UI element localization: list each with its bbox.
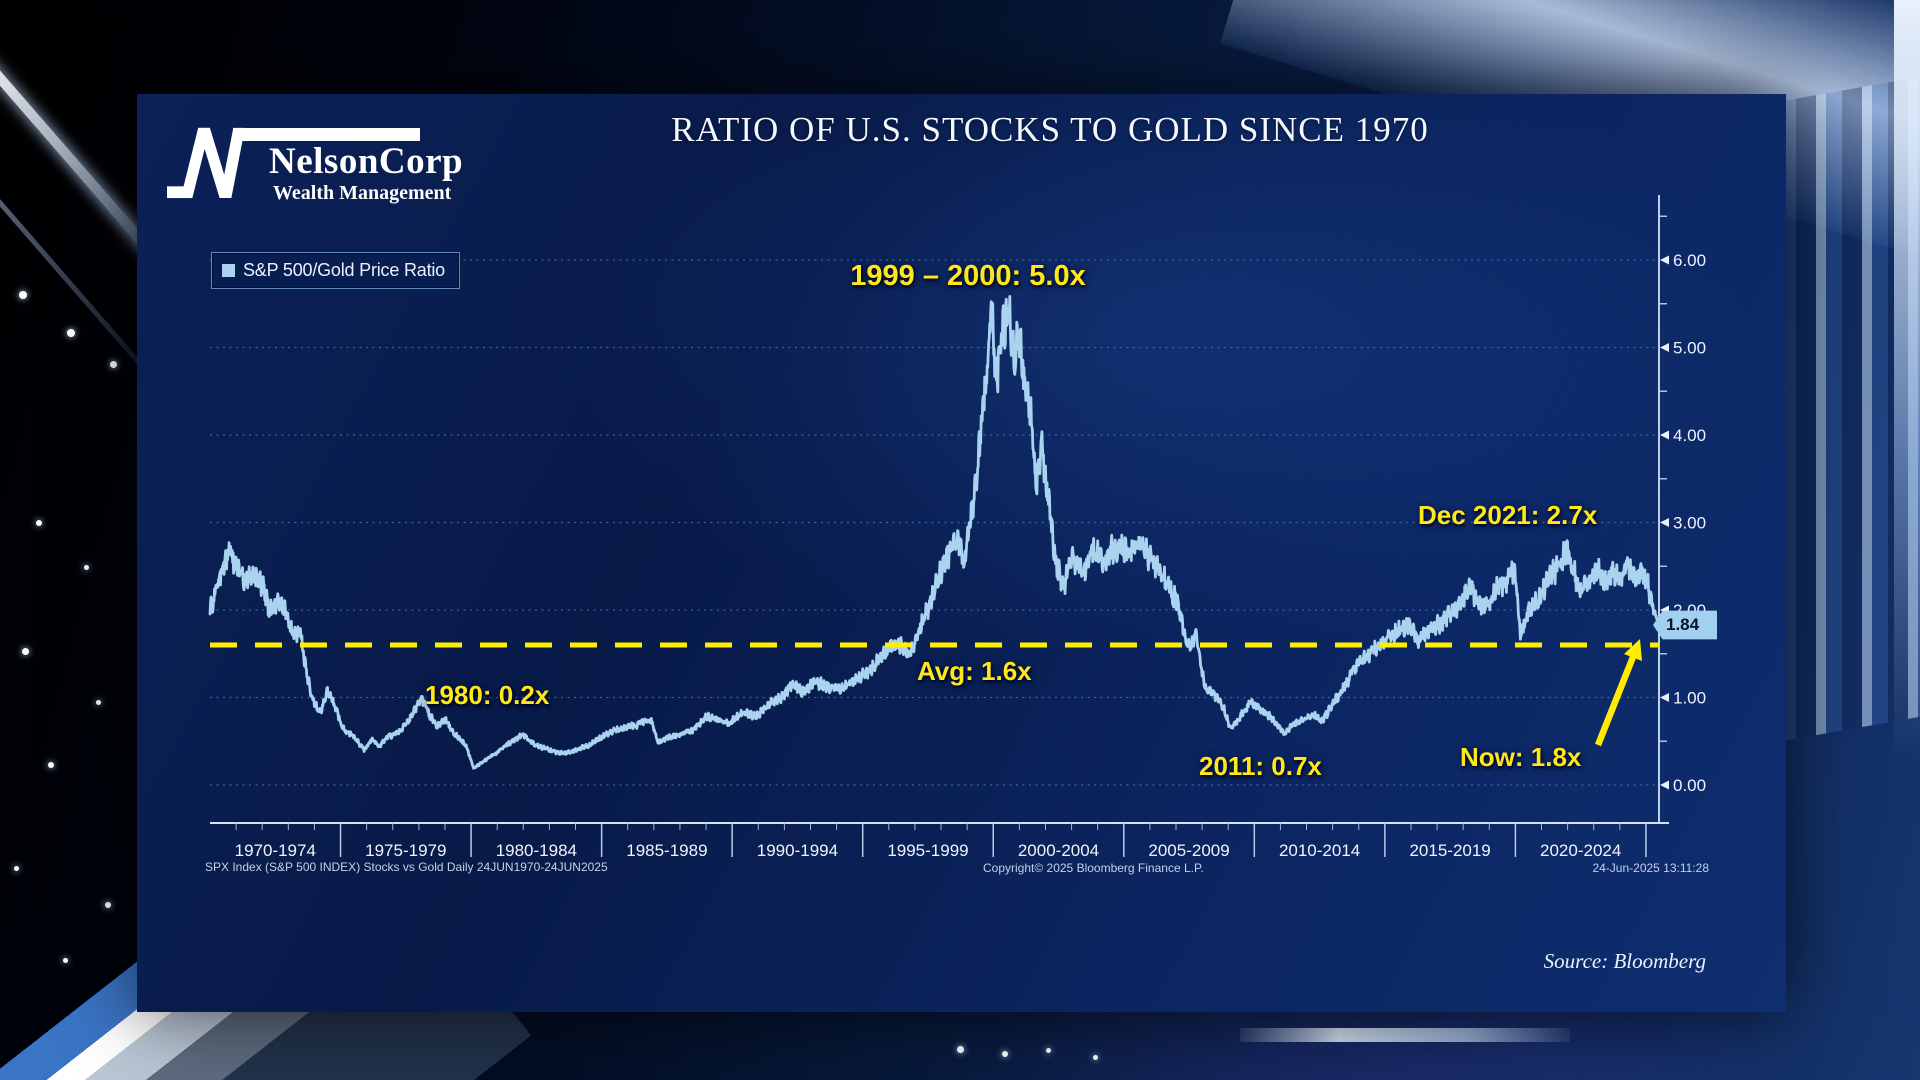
- y-tick-label: 4.00: [1673, 426, 1706, 445]
- x-tick-label: 2000-2004: [1018, 841, 1099, 860]
- y-tick-arrow-icon: [1660, 518, 1669, 527]
- annotation-dec-2021: Dec 2021: 2.7x: [1418, 500, 1598, 530]
- y-tick-label: 5.00: [1673, 339, 1706, 358]
- legend-marker-icon: [222, 264, 235, 277]
- last-value-tag: 1.84: [1653, 610, 1717, 640]
- led-dot: [19, 291, 27, 299]
- floor-light-bar: [1240, 1028, 1570, 1042]
- nelsoncorp-logo: NelsonCorp Wealth Management: [167, 118, 467, 208]
- annotation-average: Avg: 1.6x: [917, 656, 1032, 686]
- footnote-copyright: Copyright© 2025 Bloomberg Finance L.P.: [983, 861, 1204, 875]
- footnote-ticker: SPX Index (S&P 500 INDEX) Stocks vs Gold…: [205, 860, 608, 874]
- right-bright-edge: [1894, 0, 1920, 760]
- led-dot: [1046, 1048, 1051, 1053]
- y-tick-arrow-icon: [1660, 343, 1669, 352]
- led-dot: [96, 700, 101, 705]
- y-tick-label: 0.00: [1673, 776, 1706, 795]
- y-tick-label: 1.00: [1673, 689, 1706, 708]
- led-dot: [67, 329, 75, 337]
- now-arrow-shaft: [1594, 655, 1637, 747]
- x-tick-label: 2020-2024: [1540, 841, 1621, 860]
- x-tick-label: 2015-2019: [1409, 841, 1490, 860]
- led-dot: [1093, 1055, 1098, 1060]
- x-tick-label: 1990-1994: [757, 841, 838, 860]
- y-tick-arrow-icon: [1660, 693, 1669, 702]
- y-tick-label: 6.00: [1673, 251, 1706, 270]
- y-tick-arrow-icon: [1660, 255, 1669, 265]
- x-tick-label: 1985-1989: [626, 841, 707, 860]
- x-tick-label: 2005-2009: [1148, 841, 1229, 860]
- led-dot: [22, 648, 29, 655]
- led-dot: [14, 866, 19, 871]
- now-arrow-head-icon: [1624, 639, 1642, 661]
- annotation-now: Now: 1.8x: [1460, 742, 1582, 772]
- led-dot: [1002, 1051, 1008, 1057]
- logo-top-bar: [233, 128, 420, 141]
- logo-tagline: Wealth Management: [273, 182, 452, 204]
- x-tick-label: 1970-1974: [235, 841, 316, 860]
- led-dot: [105, 902, 111, 908]
- led-dot: [48, 762, 54, 768]
- y-tick-arrow-icon: [1660, 430, 1669, 440]
- led-dot: [84, 565, 89, 570]
- led-dot: [36, 520, 42, 526]
- x-tick-label: 1995-1999: [887, 841, 968, 860]
- x-tick-label: 2010-2014: [1279, 841, 1360, 860]
- led-dot: [957, 1046, 964, 1053]
- legend-label: S&P 500/Gold Price Ratio: [243, 260, 445, 280]
- legend: S&P 500/Gold Price Ratio: [211, 252, 460, 289]
- logo-n-icon: [167, 127, 245, 199]
- annotation-1999-2000-peak: 1999 – 2000: 5.0x: [850, 260, 1086, 292]
- chart-panel: NelsonCorp Wealth Management RATIO OF U.…: [137, 94, 1786, 1012]
- annotation-1980-low: 1980: 0.2x: [425, 680, 550, 710]
- led-dot: [110, 361, 117, 368]
- x-tick-label: 1975-1979: [365, 841, 446, 860]
- footnote-timestamp: 24-Jun-2025 13:11:28: [1592, 861, 1709, 875]
- x-tick-label: 1980-1984: [496, 841, 577, 860]
- series-line: [208, 295, 1660, 770]
- page-title: RATIO OF U.S. STOCKS TO GOLD SINCE 1970: [671, 110, 1429, 149]
- y-tick-label: 3.00: [1673, 514, 1706, 533]
- led-dot: [63, 958, 68, 963]
- y-tick-arrow-icon: [1660, 780, 1669, 790]
- logo-name: NelsonCorp: [269, 141, 464, 182]
- source-credit: Source: Bloomberg: [1543, 949, 1706, 973]
- annotation-2011-low: 2011: 0.7x: [1199, 751, 1322, 781]
